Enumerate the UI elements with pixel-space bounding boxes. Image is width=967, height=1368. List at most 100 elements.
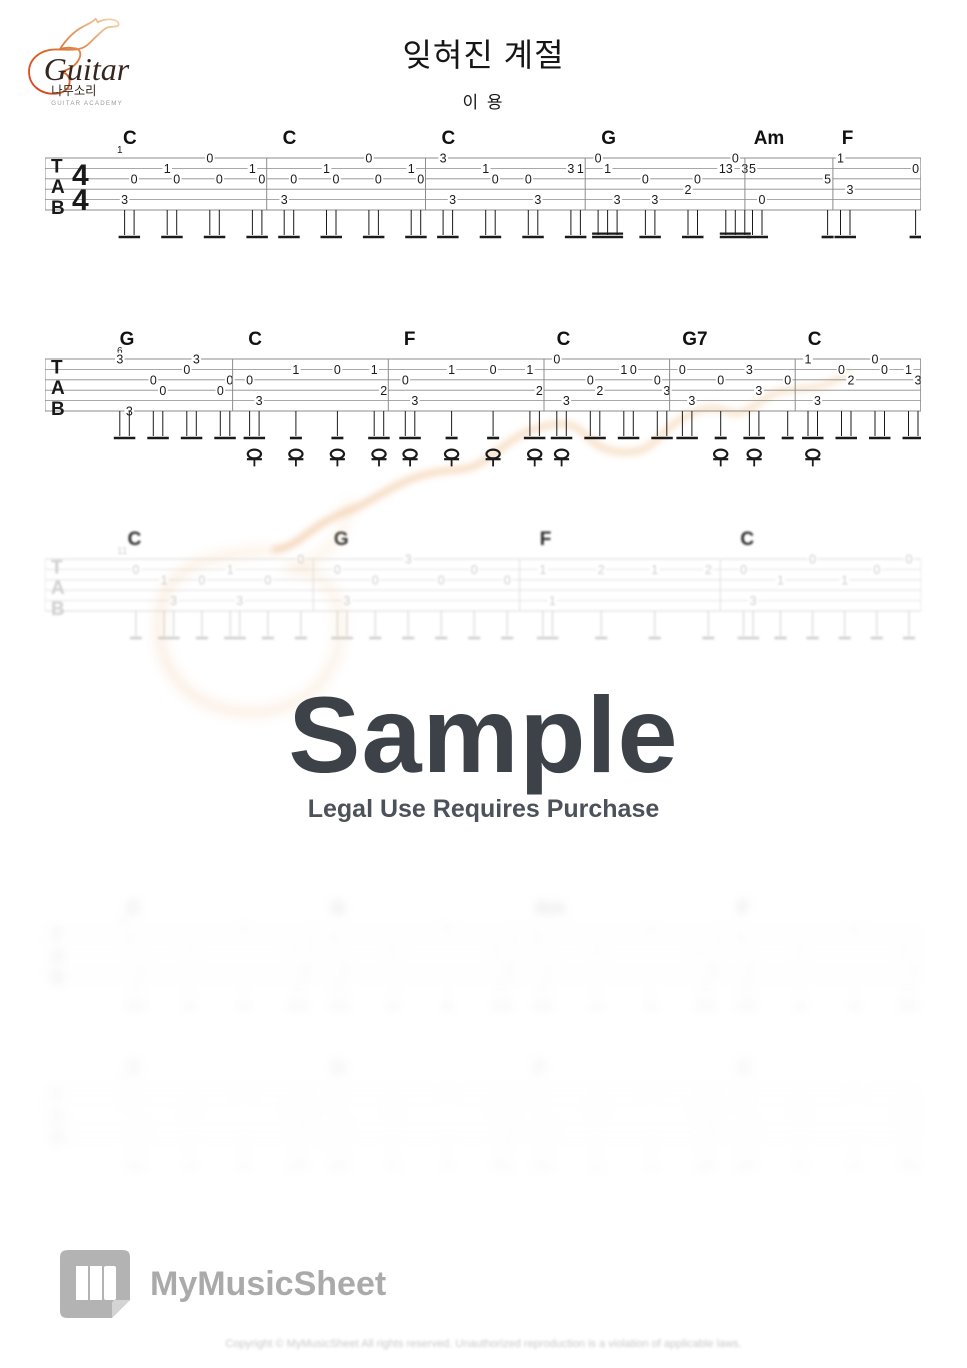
svg-text:1: 1 (901, 1102, 908, 1116)
svg-text:0: 0 (331, 932, 338, 946)
svg-text:1: 1 (290, 1102, 297, 1116)
svg-text:1: 1 (390, 942, 397, 956)
svg-text:1: 1 (905, 363, 912, 377)
svg-text:3: 3 (137, 1123, 144, 1137)
svg-text:3: 3 (707, 1123, 714, 1137)
svg-text:0: 0 (679, 363, 686, 377)
svg-text:1: 1 (620, 363, 627, 377)
svg-text:3: 3 (193, 353, 200, 367)
svg-text:1: 1 (593, 942, 600, 956)
svg-text:1: 1 (494, 942, 501, 956)
svg-text:3: 3 (746, 363, 753, 377)
svg-text:B: B (51, 399, 65, 420)
svg-text:C: C (127, 900, 141, 919)
svg-text:3: 3 (340, 1123, 347, 1137)
svg-text:3: 3 (910, 963, 917, 977)
svg-text:3: 3 (688, 394, 695, 408)
svg-text:0: 0 (217, 384, 224, 398)
svg-text:0: 0 (851, 922, 858, 936)
svg-text:3: 3 (544, 1123, 551, 1137)
svg-text:1: 1 (186, 942, 193, 956)
svg-text:0: 0 (127, 1092, 134, 1106)
svg-text:2: 2 (596, 384, 603, 398)
svg-text:0: 0 (444, 922, 451, 936)
svg-text:1: 1 (292, 363, 299, 377)
svg-text:3: 3 (747, 963, 754, 977)
svg-text:F: F (738, 900, 750, 919)
svg-text:3: 3 (910, 1123, 917, 1137)
svg-text:C: C (738, 1060, 752, 1079)
svg-text:C: C (557, 331, 571, 350)
svg-text:A: A (51, 947, 65, 968)
svg-text:3: 3 (544, 963, 551, 977)
svg-text:3: 3 (915, 373, 921, 387)
svg-text:0: 0 (241, 922, 248, 936)
svg-text:1: 1 (797, 1102, 804, 1116)
svg-text:Am: Am (534, 900, 565, 919)
svg-text:2: 2 (536, 384, 543, 398)
svg-text:0: 0 (246, 373, 253, 387)
svg-text:G7: G7 (682, 331, 707, 350)
svg-text:1: 1 (697, 942, 704, 956)
svg-text:C: C (248, 331, 262, 350)
svg-text:3: 3 (503, 963, 510, 977)
svg-text:1: 1 (186, 1102, 193, 1116)
svg-text:F: F (404, 331, 416, 350)
svg-text:1: 1 (805, 353, 812, 367)
svg-text:1: 1 (797, 942, 804, 956)
svg-text:0: 0 (402, 373, 409, 387)
svg-text:3: 3 (747, 1123, 754, 1137)
svg-text:0: 0 (717, 373, 724, 387)
svg-text:1: 1 (371, 363, 378, 377)
svg-text:0: 0 (838, 363, 845, 377)
svg-text:0: 0 (553, 353, 560, 367)
svg-text:0: 0 (334, 363, 341, 377)
svg-text:0: 0 (851, 1082, 858, 1096)
svg-text:1: 1 (901, 942, 908, 956)
svg-text:0: 0 (648, 1082, 655, 1096)
svg-text:G: G (331, 1060, 346, 1079)
svg-text:0: 0 (444, 1082, 451, 1096)
svg-text:3: 3 (300, 963, 307, 977)
svg-text:C: C (127, 1060, 141, 1079)
svg-text:0: 0 (150, 373, 157, 387)
svg-text:F: F (534, 1060, 546, 1079)
svg-text:B: B (51, 968, 65, 989)
svg-text:G: G (120, 331, 135, 350)
svg-text:0: 0 (534, 1092, 541, 1106)
svg-text:0: 0 (648, 922, 655, 936)
svg-text:A: A (51, 1107, 65, 1128)
svg-text:C: C (808, 331, 822, 350)
svg-text:1: 1 (697, 1102, 704, 1116)
svg-text:3: 3 (300, 1123, 307, 1137)
svg-text:0: 0 (183, 363, 190, 377)
svg-text:3: 3 (814, 394, 821, 408)
svg-text:0: 0 (127, 932, 134, 946)
svg-text:0: 0 (881, 363, 888, 377)
svg-text:3: 3 (563, 394, 570, 408)
svg-text:3: 3 (503, 1123, 510, 1137)
svg-text:1: 1 (448, 363, 455, 377)
svg-text:1: 1 (390, 1102, 397, 1116)
svg-text:0: 0 (587, 373, 594, 387)
svg-text:3: 3 (707, 963, 714, 977)
svg-text:3: 3 (137, 963, 144, 977)
svg-text:T: T (51, 926, 63, 947)
svg-text:2: 2 (380, 384, 387, 398)
svg-text:0: 0 (738, 1092, 745, 1106)
svg-text:0: 0 (331, 1092, 338, 1106)
svg-text:3: 3 (755, 384, 762, 398)
svg-text:T: T (51, 1086, 63, 1107)
svg-text:0: 0 (241, 1082, 248, 1096)
svg-text:0: 0 (630, 363, 637, 377)
svg-text:1: 1 (290, 942, 297, 956)
svg-text:0: 0 (159, 384, 166, 398)
svg-text:A: A (51, 378, 65, 399)
svg-text:0: 0 (738, 932, 745, 946)
svg-text:T: T (51, 357, 63, 378)
svg-text:3: 3 (411, 394, 418, 408)
svg-text:1: 1 (526, 363, 533, 377)
svg-text:3: 3 (340, 963, 347, 977)
svg-text:0: 0 (654, 373, 661, 387)
svg-text:0: 0 (872, 353, 879, 367)
